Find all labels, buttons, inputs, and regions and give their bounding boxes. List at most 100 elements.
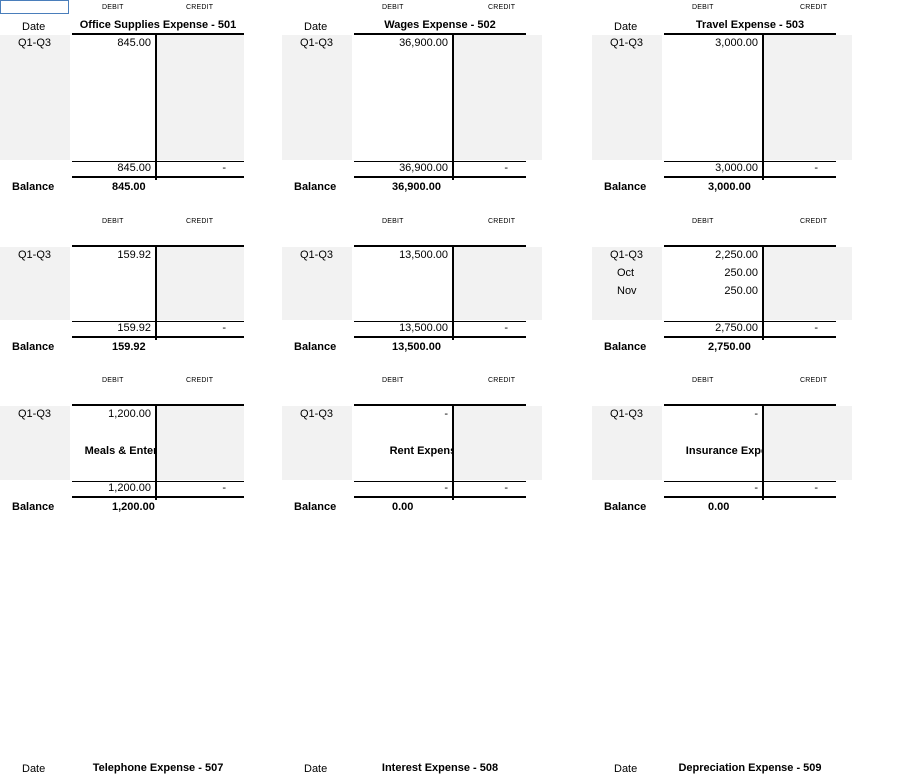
total-credit: - [222,162,226,174]
entry-date: Q1-Q3 [610,408,644,420]
entry-debit: 159.92 [117,249,151,261]
account-title: Wages Expense - 502 [384,19,496,31]
t-divider [452,33,454,180]
account-title: Office Supplies Expense - 501 [79,19,237,31]
entry-date: Q1-Q3 [300,408,334,420]
total-debit: 36,900.00 [399,162,448,174]
entry-date: Nov [617,285,637,297]
total-rule [72,321,244,322]
total-credit: - [814,482,818,494]
total-double-rule [72,336,244,338]
t-account: DEBITCREDITDateMeals & Entertainment - 5… [0,212,290,457]
date-label: Date [304,763,328,775]
balance-amount: 36,900.00 [392,181,441,193]
t-top-line [664,33,836,35]
credit-area-shade [764,247,852,320]
entry-debit: 13,500.00 [399,249,448,261]
credit-area-shade [764,406,852,480]
t-divider [155,33,157,180]
total-credit: - [504,162,508,174]
entry-date: Q1-Q3 [18,408,52,420]
t-top-line [354,245,526,247]
entry-debit: 250.00 [724,267,758,279]
entry-date: Oct [617,267,635,279]
total-credit: - [814,162,818,174]
total-debit: 1,200.00 [108,482,151,494]
date-label: Date [304,21,328,33]
credit-header: CREDIT [488,377,516,384]
credit-header: CREDIT [800,4,828,11]
date-label: Date [614,21,638,33]
balance-label: Balance [294,341,337,353]
t-account: DEBIT CREDIT Date Depreciation Expense - 50… [592,371,882,775]
t-account: DEBITCREDITDateInsurance Expense - 506Q1… [592,212,882,457]
date-label: Date [614,763,638,775]
entry-date: Q1-Q3 [610,249,644,261]
debit-header: DEBIT [102,377,124,384]
total-double-rule [72,176,244,178]
total-double-rule [664,336,836,338]
account-title: Travel Expense - 503 [695,19,805,31]
t-account: DEBIT CREDIT Date Travel Expense - 503 Q1-Q3… [592,0,882,193]
balance-label: Balance [12,181,55,193]
total-debit: 13,500.00 [399,322,448,334]
credit-header: CREDIT [186,377,214,384]
balance-amount: 2,750.00 [708,341,751,353]
balance-amount: 1,200.00 [112,501,155,513]
debit-header: DEBIT [382,218,404,225]
debit-header: DEBIT [692,4,714,11]
t-top-line [664,404,836,406]
date-column-shade [0,247,70,320]
credit-header: CREDIT [800,377,828,384]
total-credit: - [504,482,508,494]
total-debit: - [754,482,758,494]
total-double-rule [72,496,244,498]
t-top-line [72,245,244,247]
credit-area-shade [156,406,244,480]
entry-date: Q1-Q3 [300,249,334,261]
debit-header: DEBIT [692,377,714,384]
total-double-rule [664,496,836,498]
debit-header: DEBIT [382,4,404,11]
debit-header: DEBIT [692,218,714,225]
balance-amount: 13,500.00 [392,341,441,353]
credit-area-shade [454,247,542,320]
t-top-line [72,33,244,35]
total-rule [664,321,836,322]
balance-label: Balance [604,341,647,353]
t-account: DEBIT CREDIT Date Telephone Expense - 507 Q1… [0,371,290,775]
debit-header: DEBIT [102,4,124,11]
t-top-line [354,33,526,35]
balance-label: Balance [604,181,647,193]
entry-debit: 845.00 [117,37,151,49]
t-account: DEBIT CREDIT Date Office Supplies Expense -… [0,0,290,193]
balance-label: Balance [294,181,337,193]
balance-amount: 3,000.00 [708,181,751,193]
entry-debit: - [754,408,758,420]
total-credit: - [814,322,818,334]
date-column-shade [282,35,352,160]
total-rule [354,321,526,322]
debit-header: DEBIT [102,218,124,225]
selected-cell[interactable] [0,0,69,14]
total-rule [72,481,244,482]
entry-date: Q1-Q3 [18,37,52,49]
credit-area-shade [156,35,244,160]
date-column-shade [282,247,352,320]
date-label: Date [22,21,46,33]
date-column-shade [592,35,662,160]
entry-debit: 3,000.00 [715,37,758,49]
t-divider [762,245,764,340]
entry-date: Q1-Q3 [18,249,52,261]
t-account: DEBIT CREDIT Date Interest Expense - 508 Q1-… [282,371,572,775]
total-rule [664,161,836,162]
entry-date: Q1-Q3 [300,37,334,49]
entry-date: Q1-Q3 [610,37,644,49]
balance-amount: 0.00 [708,501,730,513]
balance-label: Balance [604,501,647,513]
balance-label: Balance [12,341,55,353]
balance-amount: 0.00 [392,501,414,513]
balance-label: Balance [294,501,337,513]
total-double-rule [354,176,526,178]
total-credit: - [504,322,508,334]
